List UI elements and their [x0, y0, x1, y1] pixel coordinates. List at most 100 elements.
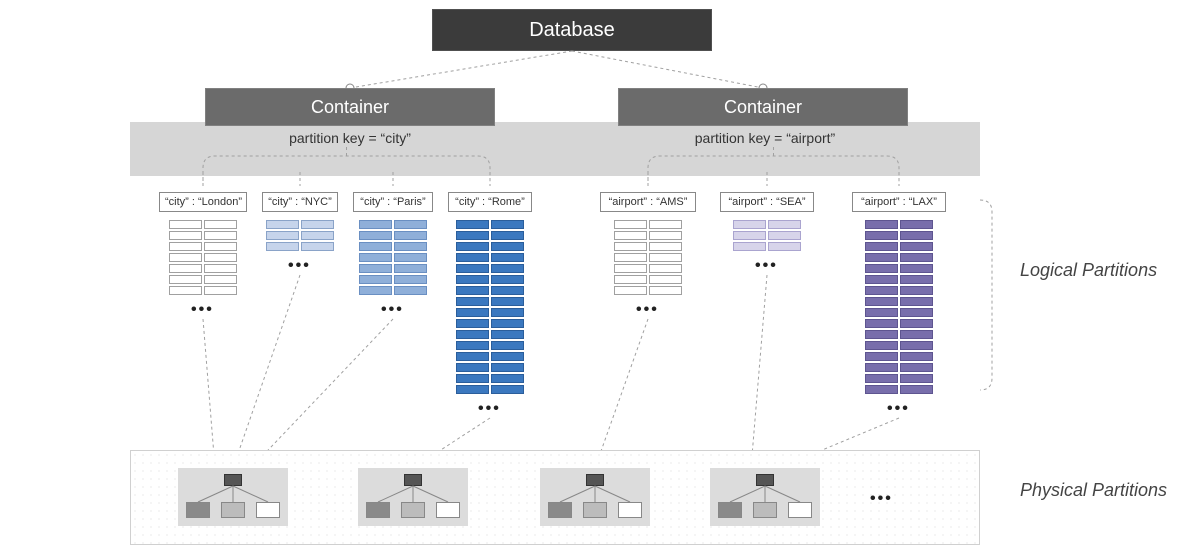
- data-cell: [865, 264, 898, 273]
- data-cell: [301, 242, 334, 251]
- data-cell: [456, 363, 489, 372]
- partition-cells: [614, 220, 682, 295]
- data-cell: [491, 220, 524, 229]
- data-cell: [204, 231, 237, 240]
- partition-cells: [456, 220, 524, 394]
- data-cell: [865, 297, 898, 306]
- data-cell: [169, 253, 202, 262]
- data-cell: [491, 231, 524, 240]
- data-cell: [359, 286, 392, 295]
- data-cell: [900, 341, 933, 350]
- data-cell: [491, 319, 524, 328]
- ellipsis: •••: [870, 490, 893, 508]
- data-cell: [900, 385, 933, 394]
- partition-cells: [266, 220, 334, 251]
- data-cell: [169, 242, 202, 251]
- logical-partition-label: “city” : “Paris”: [353, 192, 433, 212]
- data-cell: [768, 242, 801, 251]
- data-cell: [456, 297, 489, 306]
- data-cell: [865, 363, 898, 372]
- ellipsis: •••: [191, 301, 214, 319]
- data-cell: [491, 363, 524, 372]
- data-cell: [865, 242, 898, 251]
- data-cell: [394, 253, 427, 262]
- data-cell: [456, 341, 489, 350]
- data-cell: [204, 264, 237, 273]
- data-cell: [394, 231, 427, 240]
- data-cell: [491, 297, 524, 306]
- data-cell: [491, 264, 524, 273]
- data-cell: [614, 264, 647, 273]
- data-cell: [491, 352, 524, 361]
- partition-cells: [733, 220, 801, 251]
- data-cell: [301, 220, 334, 229]
- data-cell: [359, 220, 392, 229]
- data-cell: [649, 231, 682, 240]
- data-cell: [865, 220, 898, 229]
- logical-partition-label: “city” : “London”: [159, 192, 247, 212]
- data-cell: [491, 308, 524, 317]
- data-cell: [614, 242, 647, 251]
- data-cell: [900, 220, 933, 229]
- data-cell: [865, 308, 898, 317]
- data-cell: [768, 231, 801, 240]
- data-cell: [900, 330, 933, 339]
- data-cell: [394, 220, 427, 229]
- data-cell: [649, 220, 682, 229]
- data-cell: [204, 220, 237, 229]
- data-cell: [456, 330, 489, 339]
- data-cell: [204, 286, 237, 295]
- data-cell: [359, 242, 392, 251]
- data-cell: [491, 242, 524, 251]
- data-cell: [204, 242, 237, 251]
- data-cell: [456, 253, 489, 262]
- data-cell: [359, 275, 392, 284]
- data-cell: [491, 341, 524, 350]
- data-cell: [169, 275, 202, 284]
- data-cell: [733, 231, 766, 240]
- ellipsis: •••: [478, 400, 501, 418]
- ellipsis: •••: [636, 301, 659, 319]
- data-cell: [359, 264, 392, 273]
- ellipsis: •••: [288, 257, 311, 275]
- data-cell: [491, 330, 524, 339]
- data-cell: [169, 286, 202, 295]
- data-cell: [204, 253, 237, 262]
- data-cell: [491, 253, 524, 262]
- container-box: Container: [205, 88, 495, 126]
- database-box: Database: [432, 9, 712, 51]
- data-cell: [865, 231, 898, 240]
- data-cell: [900, 374, 933, 383]
- data-cell: [266, 231, 299, 240]
- data-cell: [456, 242, 489, 251]
- data-cell: [491, 286, 524, 295]
- data-cell: [456, 385, 489, 394]
- data-cell: [169, 264, 202, 273]
- data-cell: [491, 275, 524, 284]
- data-cell: [649, 275, 682, 284]
- data-cell: [865, 341, 898, 350]
- data-cell: [900, 242, 933, 251]
- data-cell: [900, 363, 933, 372]
- data-cell: [865, 374, 898, 383]
- container-box: Container: [618, 88, 908, 126]
- data-cell: [900, 231, 933, 240]
- data-cell: [456, 308, 489, 317]
- data-cell: [614, 286, 647, 295]
- physical-partition-node: [540, 468, 650, 526]
- data-cell: [456, 264, 489, 273]
- ellipsis: •••: [755, 257, 778, 275]
- data-cell: [865, 319, 898, 328]
- data-cell: [204, 275, 237, 284]
- data-cell: [649, 264, 682, 273]
- ellipsis: •••: [887, 400, 910, 418]
- data-cell: [614, 231, 647, 240]
- data-cell: [649, 242, 682, 251]
- physical-partition-node: [178, 468, 288, 526]
- physical-partitions-label: Physical Partitions: [1020, 480, 1170, 501]
- data-cell: [865, 286, 898, 295]
- partition-key-label: partition key = “airport”: [620, 130, 910, 146]
- ellipsis: •••: [381, 301, 404, 319]
- logical-partition-label: “city” : “NYC”: [262, 192, 338, 212]
- data-cell: [394, 264, 427, 273]
